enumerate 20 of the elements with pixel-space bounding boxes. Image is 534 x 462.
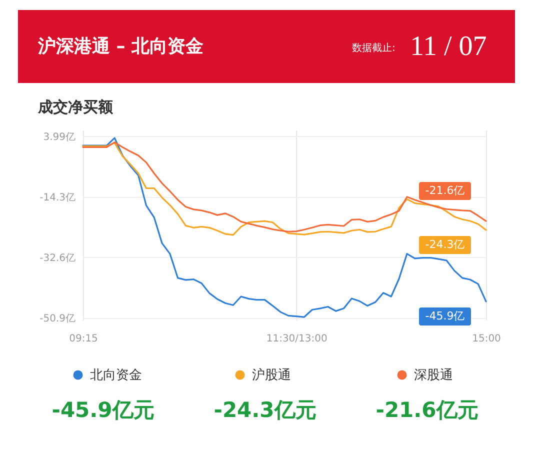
text: -24.3亿元 bbox=[214, 398, 316, 422]
chart-subtitle: 成交净买额 bbox=[37, 98, 114, 116]
legend-label: 北向资金 bbox=[90, 368, 142, 383]
annotation: -45.9亿 bbox=[425, 309, 465, 322]
y-tick-label: -14.3亿 bbox=[40, 192, 76, 204]
text: 11 / 07 bbox=[410, 31, 487, 62]
y-tick-label: -50.9亿 bbox=[40, 314, 76, 325]
y-tick-label: 3.99亿 bbox=[43, 132, 76, 143]
legend-label: 沪股通 bbox=[252, 367, 291, 383]
annotation: -24.3亿 bbox=[425, 238, 465, 251]
annotation: -21.6亿 bbox=[425, 184, 465, 198]
chart-title: 沪深港通 – 北向资金 bbox=[37, 36, 204, 57]
x-tick-label: 09:15 bbox=[69, 334, 98, 344]
legend-label: 深股通 bbox=[414, 368, 453, 383]
text: 数据截止: bbox=[352, 42, 396, 54]
x-tick-label: 15:00 bbox=[472, 334, 501, 344]
x-tick-label: 11:30/13:00 bbox=[266, 334, 328, 344]
text: -21.6亿元 bbox=[376, 398, 478, 422]
text: -45.9亿元 bbox=[52, 398, 154, 422]
y-tick-label: -32.6亿 bbox=[40, 252, 76, 264]
